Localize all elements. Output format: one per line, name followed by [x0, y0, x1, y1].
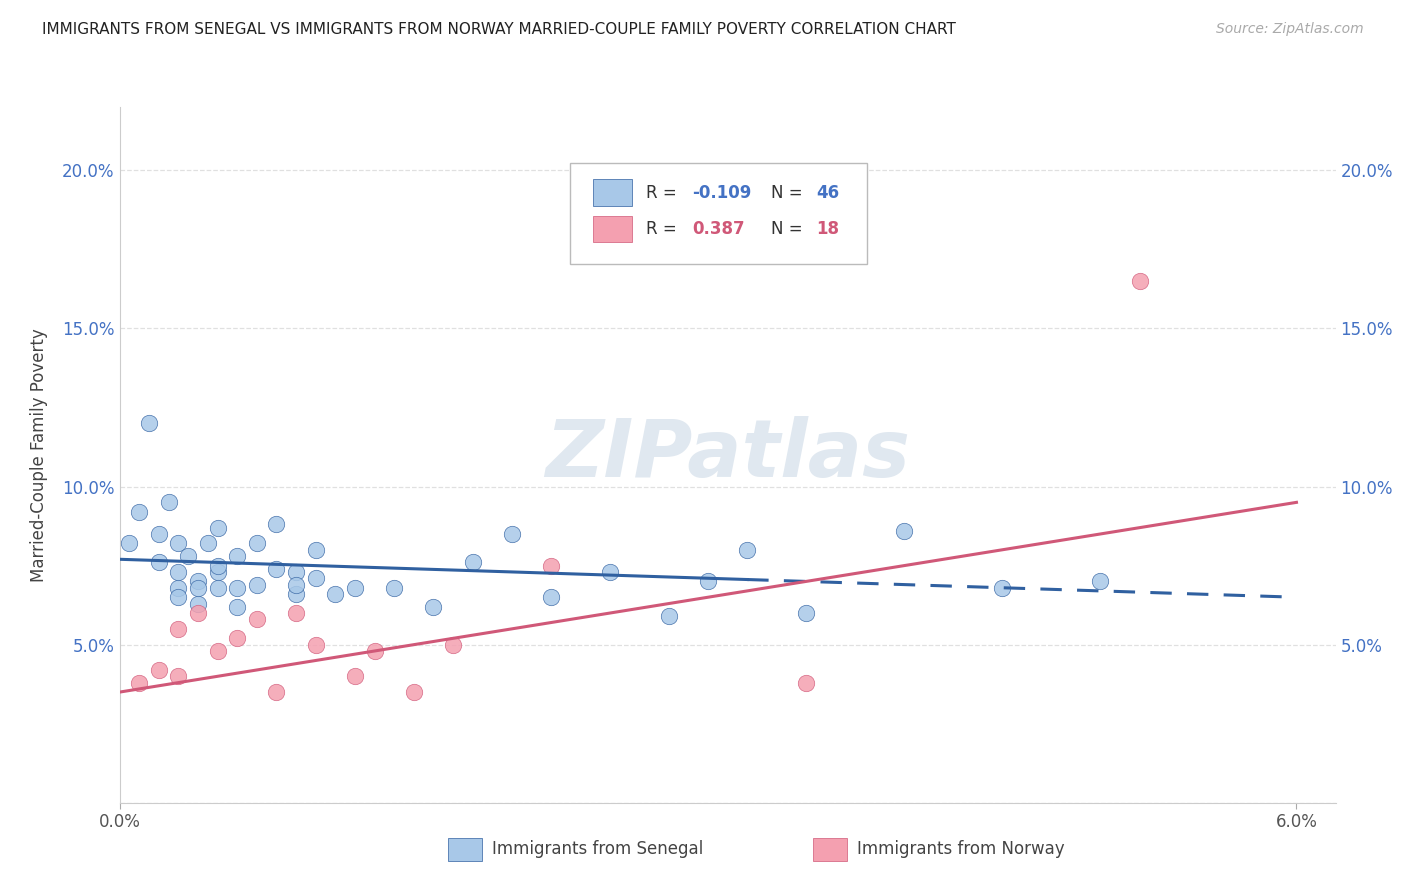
Point: [118, 536, 141, 550]
Text: R =: R =: [647, 184, 682, 202]
Y-axis label: Married-Couple Family Poverty: Married-Couple Family Poverty: [31, 328, 48, 582]
Point: [148, 556, 170, 570]
FancyBboxPatch shape: [569, 162, 868, 263]
Point: [461, 556, 484, 570]
Point: [697, 574, 720, 589]
Point: [226, 632, 249, 646]
Point: [226, 581, 249, 595]
Point: [794, 606, 817, 620]
Text: 18: 18: [817, 219, 839, 238]
Point: [893, 524, 915, 538]
Text: 46: 46: [817, 184, 839, 202]
Point: [285, 587, 308, 601]
Text: N =: N =: [772, 219, 808, 238]
FancyBboxPatch shape: [592, 179, 631, 206]
Point: [207, 644, 229, 658]
Point: [167, 622, 190, 636]
Text: IMMIGRANTS FROM SENEGAL VS IMMIGRANTS FROM NORWAY MARRIED-COUPLE FAMILY POVERTY : IMMIGRANTS FROM SENEGAL VS IMMIGRANTS FR…: [42, 22, 956, 37]
Point: [285, 577, 308, 591]
Point: [305, 542, 328, 557]
Point: [285, 565, 308, 579]
Point: [207, 581, 229, 595]
Point: [246, 536, 269, 550]
Point: [735, 542, 758, 557]
Text: ZIPatlas: ZIPatlas: [546, 416, 910, 494]
Point: [246, 577, 269, 591]
Point: [246, 612, 269, 626]
Text: R =: R =: [647, 219, 682, 238]
Point: [167, 591, 190, 605]
Point: [991, 581, 1014, 595]
Text: N =: N =: [772, 184, 808, 202]
Point: [441, 638, 464, 652]
Point: [540, 591, 562, 605]
Point: [167, 669, 190, 683]
Bar: [449, 838, 482, 861]
Point: [305, 638, 328, 652]
Point: [128, 505, 150, 519]
Point: [599, 565, 621, 579]
Point: [658, 609, 681, 624]
Point: [226, 599, 249, 614]
Point: [285, 606, 308, 620]
Point: [177, 549, 200, 563]
Point: [207, 558, 229, 573]
Point: [323, 587, 346, 601]
Point: [226, 549, 249, 563]
Point: [187, 606, 209, 620]
Point: [138, 417, 160, 431]
Point: [207, 521, 229, 535]
Point: [266, 685, 288, 699]
Point: [187, 581, 209, 595]
Point: [402, 685, 425, 699]
Point: [343, 581, 366, 595]
Point: [148, 527, 170, 541]
Point: [187, 574, 209, 589]
Point: [197, 536, 219, 550]
Point: [501, 527, 523, 541]
Point: [266, 562, 288, 576]
Point: [207, 565, 229, 579]
Point: [1128, 274, 1150, 288]
Text: -0.109: -0.109: [692, 184, 752, 202]
Point: [167, 581, 190, 595]
Point: [157, 495, 180, 509]
Point: [382, 581, 405, 595]
Point: [148, 663, 170, 677]
FancyBboxPatch shape: [592, 216, 631, 242]
Point: [363, 644, 385, 658]
Text: Source: ZipAtlas.com: Source: ZipAtlas.com: [1216, 22, 1364, 37]
Point: [128, 675, 150, 690]
Point: [187, 597, 209, 611]
Point: [422, 599, 444, 614]
Point: [266, 517, 288, 532]
Point: [167, 536, 190, 550]
Text: Immigrants from Norway: Immigrants from Norway: [856, 840, 1064, 858]
Text: Immigrants from Senegal: Immigrants from Senegal: [492, 840, 703, 858]
Bar: [813, 838, 846, 861]
Point: [305, 571, 328, 585]
Point: [794, 675, 817, 690]
Point: [1090, 574, 1112, 589]
Text: 0.387: 0.387: [692, 219, 745, 238]
Point: [167, 565, 190, 579]
Point: [540, 558, 562, 573]
Point: [343, 669, 366, 683]
